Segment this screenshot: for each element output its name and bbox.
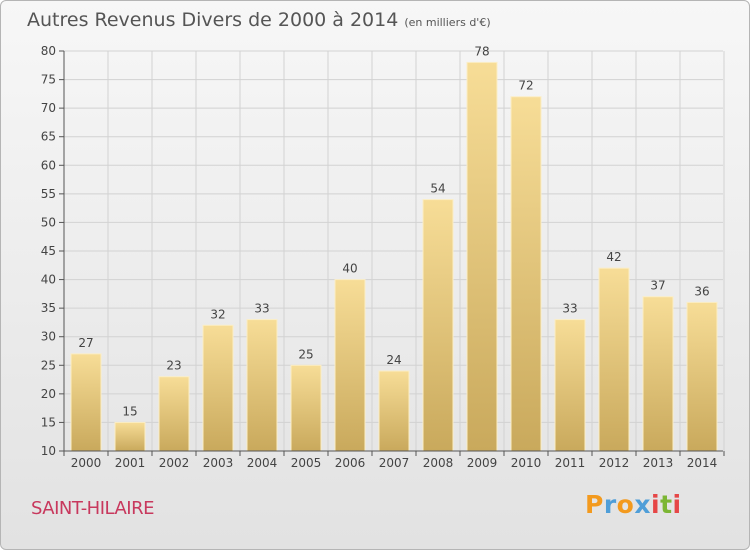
- y-tick-label: 70: [41, 101, 56, 115]
- chart-title: Autres Revenus Divers de 2000 à 2014 (en …: [27, 9, 491, 31]
- bar[interactable]: [642, 296, 674, 452]
- bar[interactable]: [378, 370, 410, 452]
- chart-subtitle: (en milliers d'€): [404, 16, 491, 29]
- x-tick-label: 2006: [335, 456, 366, 470]
- logo-letter: o: [616, 490, 635, 519]
- y-tick-label: 15: [41, 415, 56, 429]
- y-tick-label: 55: [41, 187, 56, 201]
- x-tick-label: 2014: [687, 456, 718, 470]
- y-tick-label: 45: [41, 244, 56, 258]
- bar[interactable]: [686, 301, 718, 452]
- bars: [70, 61, 718, 452]
- bar[interactable]: [158, 376, 190, 452]
- bar-value-label: 37: [650, 279, 665, 293]
- bar-value-label: 23: [166, 359, 181, 373]
- y-tick-label: 25: [41, 358, 56, 372]
- x-tick-label: 2004: [247, 456, 278, 470]
- x-tick-label: 2007: [379, 456, 410, 470]
- logo-letter: i: [651, 490, 661, 519]
- logo-letter: x: [634, 490, 651, 519]
- y-tick-label: 10: [41, 444, 56, 458]
- x-tick-label: 2012: [599, 456, 630, 470]
- bar[interactable]: [422, 199, 454, 452]
- y-tick-label: 35: [41, 301, 56, 315]
- x-tick-label: 2010: [511, 456, 542, 470]
- x-tick-label: 2002: [159, 456, 190, 470]
- axes: [59, 50, 725, 456]
- labels: 10 15 20 25 30 35 40 45 50 55 60 65 70 75 80 27 2000 15 20…: [41, 44, 718, 470]
- bar-value-label: 27: [78, 336, 93, 350]
- bar-value-label: 24: [386, 353, 401, 367]
- y-tick-label: 60: [41, 158, 56, 172]
- x-tick-label: 2011: [555, 456, 586, 470]
- proxiti-logo[interactable]: Proxiti: [585, 490, 682, 519]
- bar-value-label: 36: [694, 284, 709, 298]
- bar-value-label: 33: [254, 302, 269, 316]
- x-tick-label: 2009: [467, 456, 498, 470]
- bar-value-label: 78: [474, 44, 489, 58]
- x-tick-label: 2013: [643, 456, 674, 470]
- x-tick-label: 2005: [291, 456, 322, 470]
- y-tick-label: 50: [41, 215, 56, 229]
- x-tick-label: 2001: [115, 456, 146, 470]
- bar[interactable]: [202, 324, 234, 452]
- bar-value-label: 15: [122, 404, 137, 418]
- bar[interactable]: [598, 267, 630, 452]
- bar[interactable]: [466, 61, 498, 452]
- bar[interactable]: [510, 96, 542, 452]
- logo-letter: P: [585, 490, 604, 519]
- bar-value-label: 33: [562, 302, 577, 316]
- bar-value-label: 25: [298, 347, 313, 361]
- bar-value-label: 54: [430, 182, 445, 196]
- logo-letter: r: [603, 490, 617, 519]
- y-tick-label: 80: [41, 44, 56, 58]
- bar[interactable]: [334, 279, 366, 452]
- x-tick-label: 2008: [423, 456, 454, 470]
- logo-letter: i: [672, 490, 682, 519]
- x-tick-label: 2003: [203, 456, 234, 470]
- bar[interactable]: [554, 319, 586, 452]
- y-tick-label: 75: [41, 73, 56, 87]
- x-tick-label: 2000: [71, 456, 102, 470]
- bar-value-label: 42: [606, 250, 621, 264]
- bar-value-label: 40: [342, 262, 357, 276]
- bar[interactable]: [290, 364, 322, 452]
- y-tick-label: 40: [41, 273, 56, 287]
- logo-letter: t: [660, 490, 673, 519]
- bar[interactable]: [114, 421, 146, 452]
- bar-value-label: 72: [518, 79, 533, 93]
- bar[interactable]: [246, 319, 278, 452]
- y-tick-label: 30: [41, 330, 56, 344]
- chart-title-text: Autres Revenus Divers de 2000 à 2014: [27, 9, 399, 31]
- y-tick-label: 20: [41, 387, 56, 401]
- y-tick-label: 65: [41, 130, 56, 144]
- bar-value-label: 32: [210, 307, 225, 321]
- location-label: SAINT-HILAIRE: [31, 498, 154, 519]
- bar[interactable]: [70, 353, 102, 452]
